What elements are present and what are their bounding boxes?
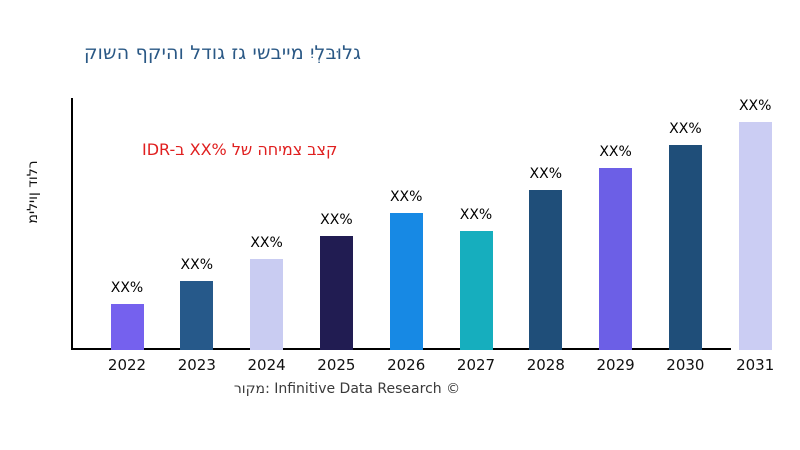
bar-value-label-2023: XX% bbox=[180, 257, 214, 273]
bar-2030 bbox=[668, 145, 702, 350]
growth-rate-annotation: IDR-ב XX% לש החימצ בצק bbox=[142, 140, 338, 159]
bar-2025 bbox=[319, 236, 353, 350]
bar-2022 bbox=[110, 304, 144, 350]
x-tick-label-2023: 2023 bbox=[177, 356, 216, 374]
bar-value-label-2025: XX% bbox=[320, 212, 353, 228]
bar-2024 bbox=[250, 259, 284, 350]
x-tick-label-2022: 2022 bbox=[107, 356, 147, 374]
bar-value-label-2027: XX% bbox=[459, 207, 493, 223]
x-tick-label-2029: 2029 bbox=[596, 356, 635, 374]
source-caption: רוקמ: Infinitive Data Research © bbox=[233, 381, 461, 397]
bar-value-label-2030: XX% bbox=[669, 121, 702, 137]
x-tick-label-2030: 2030 bbox=[666, 356, 705, 374]
bar-value-label-2024: XX% bbox=[250, 235, 283, 251]
bar-2029 bbox=[599, 168, 633, 350]
bar-2023 bbox=[180, 281, 214, 350]
bar-value-label-2028: XX% bbox=[529, 166, 563, 182]
y-axis-label: מיליון דולר bbox=[25, 160, 41, 224]
chart-title: קושה ףקיהו לדוג זג ישביימ יִלְבּוּלג bbox=[84, 42, 362, 64]
bar-value-label-2026: XX% bbox=[389, 189, 423, 205]
x-tick-label-2024: 2024 bbox=[247, 356, 286, 374]
y-axis-line bbox=[71, 98, 73, 350]
bar-value-label-2022: XX% bbox=[110, 280, 144, 296]
x-tick-label-2025: 2025 bbox=[317, 356, 356, 374]
x-tick-label-2027: 2027 bbox=[456, 356, 496, 374]
bar-value-label-2029: XX% bbox=[599, 144, 632, 160]
bar-2026 bbox=[389, 213, 423, 350]
bar-2031 bbox=[738, 122, 772, 350]
bar-2027 bbox=[459, 231, 493, 350]
x-tick-label-2031: 2031 bbox=[736, 356, 775, 374]
bar-2028 bbox=[529, 190, 563, 350]
bar-value-label-2031: XX% bbox=[738, 98, 772, 114]
x-tick-label-2026: 2026 bbox=[387, 356, 426, 374]
x-tick-label-2028: 2028 bbox=[526, 356, 565, 374]
